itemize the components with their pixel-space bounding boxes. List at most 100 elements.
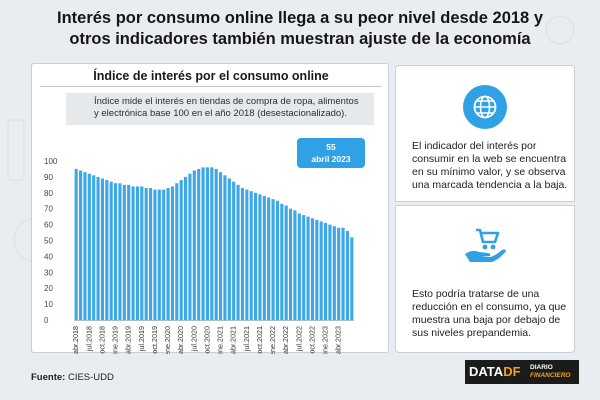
bar	[328, 224, 332, 320]
bar	[319, 221, 323, 320]
bar	[288, 208, 293, 320]
bar	[214, 168, 218, 320]
y-tick-label: 80	[44, 189, 53, 198]
x-tick-label: abr.2021	[229, 326, 238, 354]
bar	[153, 189, 157, 320]
x-tick-label: ene.2023	[321, 326, 330, 354]
x-tick-label: ene.2020	[163, 326, 172, 354]
annotation-box	[297, 138, 365, 168]
bar	[258, 194, 262, 320]
brand-name-line2: FINANCIERO	[530, 372, 571, 379]
bar	[210, 167, 214, 320]
bar	[284, 205, 288, 320]
x-tick-label: ene.2019	[111, 326, 120, 354]
bar	[306, 216, 310, 320]
bar	[201, 167, 205, 320]
bar	[144, 188, 148, 320]
brand-name-line1: DIARIO	[530, 364, 553, 371]
bar	[140, 186, 144, 320]
x-tick-label: oct.2020	[202, 326, 211, 354]
bar	[197, 168, 201, 320]
annotation-callout: 55 abril 2023	[297, 138, 365, 168]
bar	[345, 230, 350, 320]
insight-card-bottom: Esto podría tratarse de una reducción en…	[395, 205, 575, 353]
x-tick-label: abr.2018	[71, 326, 80, 354]
bar	[148, 188, 153, 320]
bar	[166, 188, 170, 320]
insight-card-top: El indicador del interés por consumir en…	[395, 65, 575, 202]
bar	[157, 189, 161, 320]
bar	[297, 213, 301, 320]
brand-name: DIARIO FINANCIERO	[527, 360, 579, 384]
bar	[280, 203, 284, 320]
bar	[310, 218, 315, 320]
bar-chart: 0 10 20 30 40 50 60 70 80 90 100 abr.2018 jul.2018 oc…	[44, 138, 365, 354]
bar	[122, 184, 126, 320]
y-tick-label: 50	[44, 237, 53, 246]
page-title-line1: Interés por consumo online llega a su pe…	[57, 9, 543, 27]
x-tick-label: abr.2023	[334, 326, 343, 354]
annotation-date: abril 2023	[311, 154, 350, 164]
bar	[240, 188, 245, 320]
insight-text-bottom: Esto podría tratarse de una reducción en…	[412, 288, 567, 339]
cart-hand-icon	[465, 228, 506, 262]
bar	[245, 189, 249, 320]
y-tick-label: 10	[44, 300, 53, 309]
x-tick-label: oct.2018	[97, 326, 106, 354]
bar	[96, 176, 100, 320]
bar	[183, 176, 188, 320]
bar	[105, 180, 109, 320]
x-tick-label: abr.2022	[281, 326, 290, 354]
y-tick-label: 0	[44, 316, 49, 325]
x-tick-label: jul.2018	[84, 326, 93, 352]
bar	[170, 186, 175, 320]
bar	[92, 175, 96, 320]
bar	[179, 180, 183, 320]
source-value: CIES-UDD	[67, 372, 114, 383]
bar	[78, 170, 83, 320]
x-tick-label: oct.2022	[307, 326, 316, 354]
insight-text-top: El indicador del interés por consumir en…	[412, 140, 568, 191]
bar	[302, 215, 306, 320]
brand-logo: DATADF DIARIO FINANCIERO	[465, 360, 579, 384]
x-tick-label: abr.2020	[176, 326, 185, 354]
chart-title-divider	[40, 86, 382, 87]
bar	[350, 237, 354, 320]
page-title: Interés por consumo online llega a su pe…	[20, 8, 580, 50]
x-tick-label: jul.2019	[137, 326, 146, 352]
chart-subtitle-line2: y electrónica base 100 en el año 2018 (d…	[94, 108, 347, 119]
x-tick-label: abr.2019	[124, 326, 133, 354]
bar	[275, 200, 280, 320]
bar	[135, 186, 140, 320]
bar	[227, 178, 231, 320]
bar	[332, 226, 336, 320]
chart-title: Índice de interés por el consumo online	[93, 69, 329, 83]
annotation-value: 55	[326, 142, 336, 152]
bar	[74, 168, 78, 320]
x-tick-label: ene.2021	[216, 326, 225, 354]
bar	[253, 192, 258, 320]
brand-df-text: DF	[503, 364, 521, 379]
x-tick-label: jul.2021	[242, 326, 251, 352]
bar	[162, 189, 166, 320]
bar	[131, 186, 135, 320]
bar	[341, 227, 345, 320]
bar	[223, 175, 227, 320]
y-tick-label: 30	[44, 268, 53, 277]
y-tick-label: 60	[44, 221, 53, 230]
bar	[232, 181, 236, 320]
bar	[218, 172, 223, 320]
bar	[109, 181, 113, 320]
bar	[271, 199, 275, 320]
bar	[118, 183, 122, 320]
brand-data-text: DATA	[469, 364, 504, 379]
y-tick-label: 20	[44, 284, 53, 293]
source-note: Fuente: CIES-UDD	[31, 372, 114, 383]
page-title-line2: otros indicadores también muestran ajust…	[69, 30, 531, 48]
bar	[188, 173, 192, 320]
x-tick-label: oct.2019	[150, 326, 159, 354]
bar	[262, 195, 266, 320]
bar	[127, 184, 131, 320]
bar	[87, 173, 91, 320]
brand-data-logo: DATADF	[465, 360, 527, 384]
